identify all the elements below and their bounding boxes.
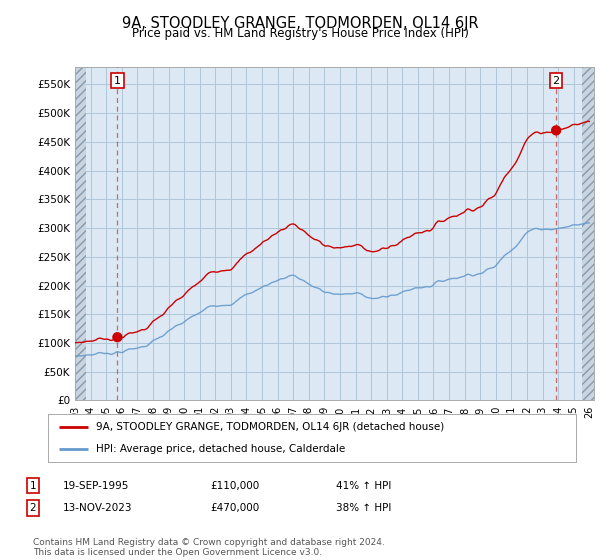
Bar (75, 67, 86, 400)
Text: £470,000: £470,000 (210, 503, 259, 513)
Text: 13-NOV-2023: 13-NOV-2023 (63, 503, 133, 513)
Text: 2: 2 (29, 503, 37, 513)
Text: 9A, STOODLEY GRANGE, TODMORDEN, OL14 6JR (detached house): 9A, STOODLEY GRANGE, TODMORDEN, OL14 6JR… (95, 422, 444, 432)
Text: HPI: Average price, detached house, Calderdale: HPI: Average price, detached house, Cald… (95, 444, 345, 454)
Text: Price paid vs. HM Land Registry's House Price Index (HPI): Price paid vs. HM Land Registry's House … (131, 27, 469, 40)
Text: 38% ↑ HPI: 38% ↑ HPI (336, 503, 391, 513)
Text: Contains HM Land Registry data © Crown copyright and database right 2024.
This d: Contains HM Land Registry data © Crown c… (33, 538, 385, 557)
Text: 9A, STOODLEY GRANGE, TODMORDEN, OL14 6JR: 9A, STOODLEY GRANGE, TODMORDEN, OL14 6JR (122, 16, 478, 31)
Text: 2: 2 (553, 76, 560, 86)
Text: 1: 1 (29, 480, 37, 491)
Text: 19-SEP-1995: 19-SEP-1995 (63, 480, 130, 491)
Bar (581, 67, 600, 400)
Text: 1: 1 (114, 76, 121, 86)
Point (551, 126, 561, 135)
Point (113, 333, 122, 342)
Text: 41% ↑ HPI: 41% ↑ HPI (336, 480, 391, 491)
Text: £110,000: £110,000 (210, 480, 259, 491)
